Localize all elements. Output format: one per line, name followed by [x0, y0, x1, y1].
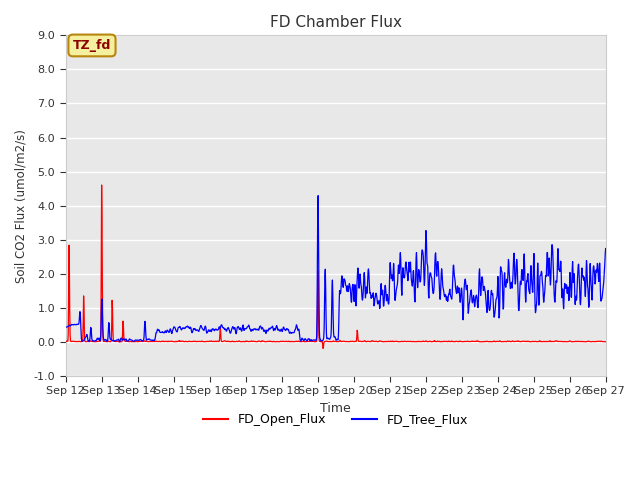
Legend: FD_Open_Flux, FD_Tree_Flux: FD_Open_Flux, FD_Tree_Flux [198, 408, 473, 431]
Y-axis label: Soil CO2 Flux (umol/m2/s): Soil CO2 Flux (umol/m2/s) [15, 129, 28, 283]
X-axis label: Time: Time [320, 402, 351, 415]
Text: TZ_fd: TZ_fd [73, 39, 111, 52]
Title: FD Chamber Flux: FD Chamber Flux [269, 15, 402, 30]
